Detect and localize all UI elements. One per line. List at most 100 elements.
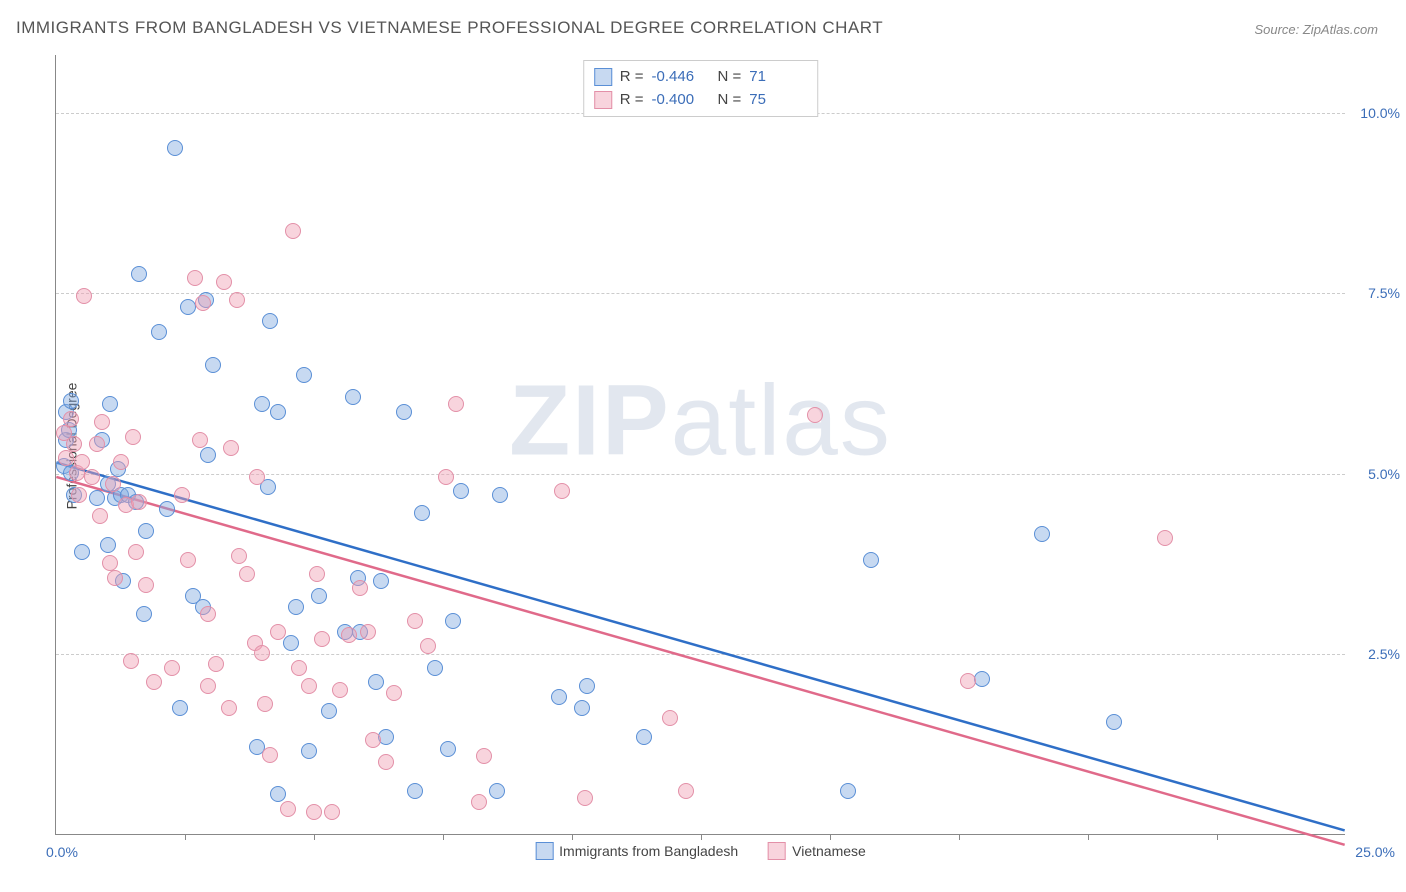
- swatch-icon: [594, 91, 612, 109]
- scatter-point: [476, 748, 492, 764]
- scatter-point: [427, 660, 443, 676]
- scatter-point: [407, 783, 423, 799]
- scatter-point: [341, 627, 357, 643]
- scatter-point: [254, 645, 270, 661]
- scatter-point: [74, 454, 90, 470]
- scatter-point: [636, 729, 652, 745]
- scatter-point: [167, 140, 183, 156]
- scatter-point: [221, 700, 237, 716]
- scatter-point: [492, 487, 508, 503]
- scatter-point: [554, 483, 570, 499]
- scatter-point: [301, 743, 317, 759]
- scatter-point: [332, 682, 348, 698]
- scatter-point: [1157, 530, 1173, 546]
- scatter-point: [151, 324, 167, 340]
- scatter-point: [63, 411, 79, 427]
- scatter-point: [807, 407, 823, 423]
- scatter-point: [249, 469, 265, 485]
- y-tick-label: 10.0%: [1350, 105, 1400, 121]
- scatter-point: [296, 367, 312, 383]
- x-tick: [443, 834, 444, 840]
- scatter-point: [270, 624, 286, 640]
- x-tick: [572, 834, 573, 840]
- scatter-point: [192, 432, 208, 448]
- scatter-point: [128, 544, 144, 560]
- scatter-point: [378, 754, 394, 770]
- scatter-point: [360, 624, 376, 640]
- scatter-point: [205, 357, 221, 373]
- gridline: [56, 293, 1345, 294]
- scatter-point: [200, 447, 216, 463]
- scatter-point: [262, 747, 278, 763]
- legend-label: Immigrants from Bangladesh: [559, 843, 738, 859]
- scatter-point: [257, 696, 273, 712]
- scatter-point: [66, 436, 82, 452]
- scatter-point: [285, 223, 301, 239]
- scatter-point: [172, 700, 188, 716]
- scatter-point: [840, 783, 856, 799]
- trend-lines: [56, 55, 1345, 834]
- n-value: 75: [749, 88, 807, 111]
- chart-title: IMMIGRANTS FROM BANGLADESH VS VIETNAMESE…: [16, 18, 883, 38]
- scatter-point: [270, 786, 286, 802]
- scatter-point: [373, 573, 389, 589]
- scatter-point: [414, 505, 430, 521]
- scatter-point: [159, 501, 175, 517]
- scatter-point: [960, 673, 976, 689]
- r-label: R =: [620, 88, 644, 111]
- watermark-text: ZIPatlas: [509, 364, 892, 479]
- legend-label: Vietnamese: [792, 843, 866, 859]
- scatter-point: [453, 483, 469, 499]
- scatter-point: [678, 783, 694, 799]
- scatter-point: [438, 469, 454, 485]
- scatter-point: [239, 566, 255, 582]
- r-value: -0.446: [652, 65, 710, 88]
- scatter-point: [270, 404, 286, 420]
- scatter-point: [863, 552, 879, 568]
- scatter-point: [102, 396, 118, 412]
- scatter-point: [368, 674, 384, 690]
- scatter-point: [365, 732, 381, 748]
- series-legend: Immigrants from Bangladesh Vietnamese: [535, 842, 866, 860]
- scatter-point: [89, 490, 105, 506]
- scatter-point: [352, 580, 368, 596]
- scatter-point: [574, 700, 590, 716]
- scatter-point: [216, 274, 232, 290]
- n-value: 71: [749, 65, 807, 88]
- scatter-point: [229, 292, 245, 308]
- n-label: N =: [718, 88, 742, 111]
- scatter-point: [100, 537, 116, 553]
- scatter-point: [254, 396, 270, 412]
- r-value: -0.400: [652, 88, 710, 111]
- scatter-point: [136, 606, 152, 622]
- swatch-icon: [535, 842, 553, 860]
- x-origin-label: 0.0%: [46, 844, 78, 860]
- scatter-point: [146, 674, 162, 690]
- scatter-point: [113, 454, 129, 470]
- scatter-point: [180, 299, 196, 315]
- scatter-point: [301, 678, 317, 694]
- scatter-point: [58, 450, 74, 466]
- scatter-point: [551, 689, 567, 705]
- scatter-point: [71, 487, 87, 503]
- plot-area: ZIPatlas 0.0% 25.0% R = -0.446 N = 71 R …: [55, 55, 1345, 835]
- scatter-point: [448, 396, 464, 412]
- swatch-icon: [594, 68, 612, 86]
- scatter-point: [288, 599, 304, 615]
- n-label: N =: [718, 65, 742, 88]
- scatter-point: [445, 613, 461, 629]
- scatter-point: [92, 508, 108, 524]
- scatter-point: [420, 638, 436, 654]
- scatter-point: [280, 801, 296, 817]
- watermark-light: atlas: [671, 365, 892, 477]
- scatter-point: [291, 660, 307, 676]
- scatter-point: [76, 288, 92, 304]
- scatter-point: [314, 631, 330, 647]
- scatter-point: [123, 653, 139, 669]
- scatter-point: [74, 544, 90, 560]
- scatter-point: [262, 313, 278, 329]
- scatter-point: [107, 570, 123, 586]
- scatter-point: [440, 741, 456, 757]
- scatter-point: [309, 566, 325, 582]
- scatter-point: [231, 548, 247, 564]
